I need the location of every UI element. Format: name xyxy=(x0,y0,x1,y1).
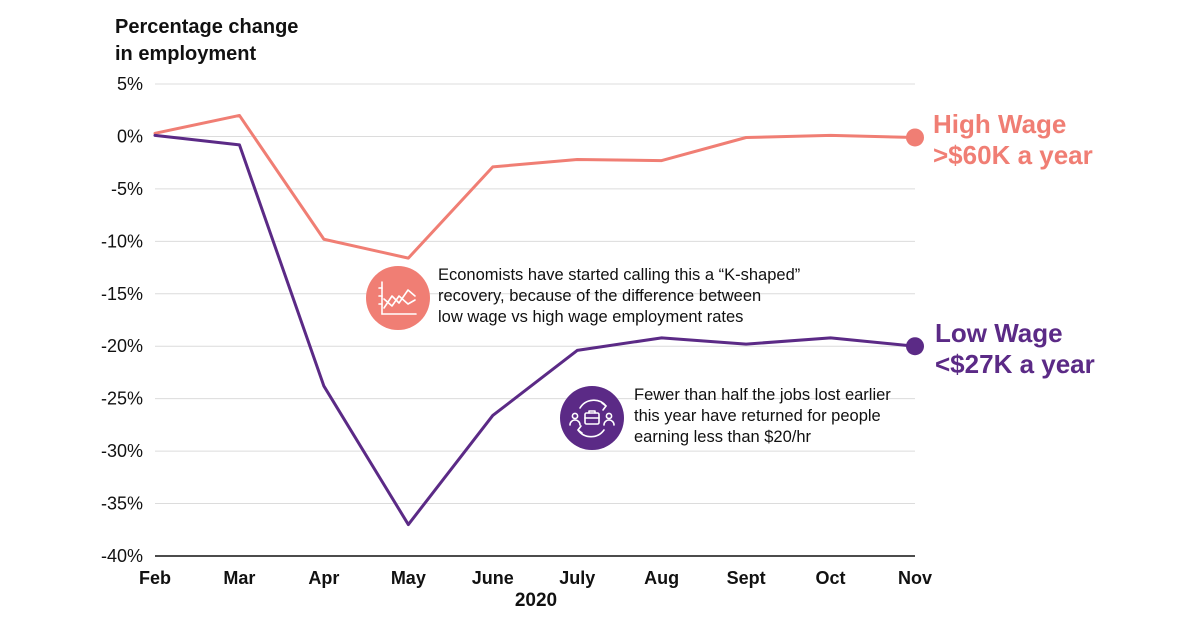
y-tick-label: -35% xyxy=(101,494,143,514)
x-tick-label: Aug xyxy=(644,568,679,588)
annotation-k-shaped-line-2: recovery, because of the difference betw… xyxy=(438,287,762,305)
x-tick-label: Sept xyxy=(727,568,766,588)
x-tick-label: July xyxy=(559,568,595,588)
series-label-low-wage-line-1: Low Wage xyxy=(935,318,1063,348)
series-endpoints xyxy=(906,128,924,356)
y-tick-label: -10% xyxy=(101,231,143,251)
y-axis-title-line-1: Percentage change xyxy=(115,16,299,38)
x-tick-label: Feb xyxy=(139,568,171,588)
y-axis-title: Percentage change in employment xyxy=(115,14,298,68)
annotation-jobs-returned-line-1: Fewer than half the jobs lost earlier xyxy=(634,386,891,404)
series-label-high-wage: High Wage >$60K a year xyxy=(933,109,1093,171)
y-tick-label: -20% xyxy=(101,336,143,356)
y-axis-title-line-2: in employment xyxy=(115,43,257,65)
series-label-high-wage-line-2: >$60K a year xyxy=(933,140,1093,170)
annotation-k-shaped-line-3: low wage vs high wage employment rates xyxy=(438,308,744,326)
x-tick-label: Apr xyxy=(308,568,339,588)
y-axis-ticks: 5% 0% -5% -10% -15% -20% -25% -30% -35% -40% xyxy=(101,74,143,566)
x-tick-label: June xyxy=(472,568,514,588)
y-tick-label: -15% xyxy=(101,284,143,304)
annotation-k-shaped-line-1: Economists have started calling this a “… xyxy=(438,266,801,284)
x-tick-label: Oct xyxy=(816,568,846,588)
y-tick-label: -5% xyxy=(111,179,143,199)
chart-lines-icon xyxy=(366,266,430,330)
annotation-k-shaped: Economists have started calling this a “… xyxy=(438,265,800,328)
y-tick-label: 5% xyxy=(117,74,143,94)
series-label-high-wage-line-1: High Wage xyxy=(933,109,1067,139)
x-axis-title: 2020 xyxy=(514,590,558,611)
x-tick-label: Nov xyxy=(898,568,932,588)
x-axis-ticks: Feb Mar Apr May June July Aug Sept Oct Nov xyxy=(139,568,932,588)
annotation-jobs-returned-line-3: earning less than $20/hr xyxy=(634,428,812,446)
y-tick-label: -30% xyxy=(101,441,143,461)
x-tick-label: May xyxy=(391,568,426,588)
x-tick-label: Mar xyxy=(223,568,255,588)
low-wage-line xyxy=(153,133,917,527)
high-wage-endpoint xyxy=(906,128,924,147)
gridlines xyxy=(155,83,915,505)
low-wage-endpoint xyxy=(906,337,924,356)
series-label-low-wage: Low Wage <$27K a year xyxy=(935,318,1095,380)
high-wage-line xyxy=(153,113,917,260)
series-lines xyxy=(153,113,917,527)
annotation-jobs-returned-line-2: this year have returned for people xyxy=(634,407,881,425)
annotation-jobs-returned: Fewer than half the jobs lost earlier th… xyxy=(634,385,891,448)
y-tick-label: -40% xyxy=(101,546,143,566)
y-tick-label: 0% xyxy=(117,126,143,146)
y-tick-label: -25% xyxy=(101,389,143,409)
series-label-low-wage-line-2: <$27K a year xyxy=(935,349,1095,379)
briefcase-people-icon xyxy=(560,386,624,450)
